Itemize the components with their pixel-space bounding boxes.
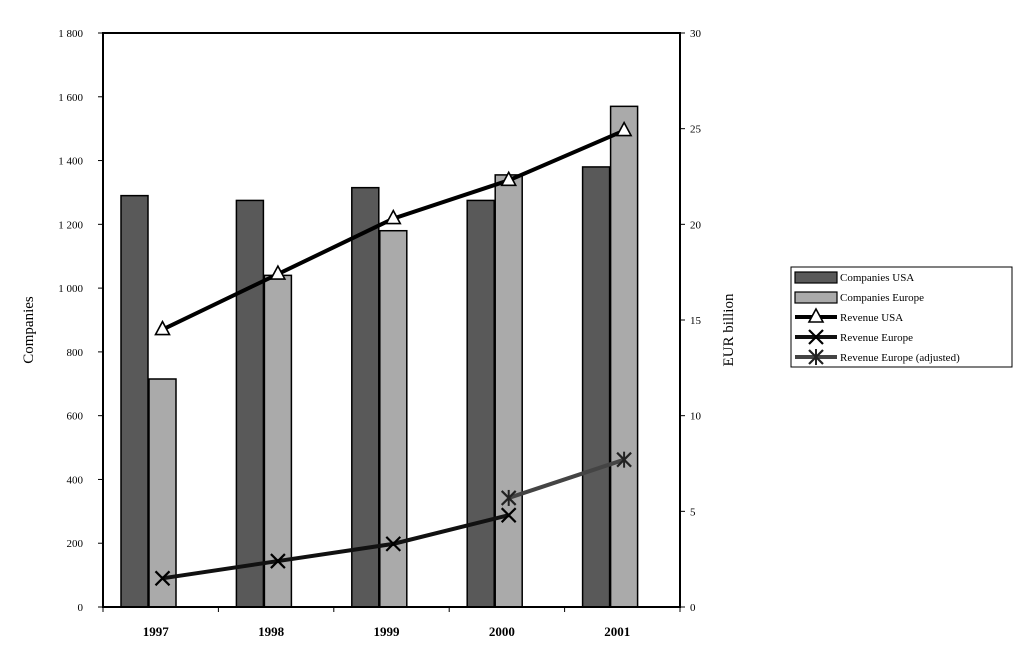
- legend-swatch-companies-usa: [794, 271, 838, 284]
- legend-marker-revenue-usa: [807, 307, 825, 323]
- bar-companies-europe-1999: [379, 229, 408, 608]
- point-revenue-europe-adjusted--2001: [616, 451, 632, 468]
- bar-companies-usa-2001: [581, 166, 611, 608]
- y2-axis-title: EUR billion: [721, 293, 737, 366]
- bar-companies-usa-2000: [466, 199, 495, 608]
- y2-tick-label: 10: [690, 411, 702, 423]
- point-revenue-europe-2000: [500, 507, 517, 523]
- point-revenue-europe-1999: [385, 536, 402, 552]
- y-tick-label: 1 000: [58, 283, 83, 295]
- legend-label-revenue-usa: Revenue USA: [840, 312, 903, 324]
- x-tick-label: 1999: [374, 624, 401, 639]
- legend-label-companies-europe: Companies Europe: [840, 292, 924, 304]
- point-revenue-usa-2000: [500, 170, 518, 187]
- y2-tick-label: 20: [690, 219, 702, 231]
- legend-label-revenue-europe-adjusted-: Revenue Europe (adjusted): [840, 352, 960, 364]
- x-axis-ticks: 1997 1998 1999 2000 2001: [102, 607, 681, 639]
- point-revenue-usa-2001: [615, 120, 633, 137]
- y-tick-label: 600: [67, 411, 84, 423]
- bar-companies-europe-2001: [609, 105, 639, 608]
- point-revenue-usa-1999: [384, 208, 402, 225]
- bar-companies-europe-1997: [148, 378, 177, 608]
- y-tick-label: 400: [67, 474, 84, 486]
- y-tick-label: 200: [67, 538, 84, 550]
- point-revenue-usa-1998: [269, 264, 287, 280]
- bar-companies-europe-1998: [263, 274, 293, 608]
- legend-marker-revenue-europe-adjusted-: [808, 349, 824, 365]
- y-tick-label: 1 800: [58, 28, 83, 40]
- legend-label-companies-usa: Companies USA: [840, 272, 914, 284]
- x-tick-label: 2001: [604, 624, 630, 639]
- x-tick-label: 1998: [258, 624, 285, 639]
- y-tick-label: 0: [78, 602, 84, 614]
- y2-tick-label: 0: [690, 602, 696, 614]
- bars-layer: [120, 105, 639, 608]
- point-revenue-europe-adjusted--2000: [500, 489, 517, 506]
- legend: Companies USA Companies Europe Revenue USA…: [790, 266, 1013, 368]
- bar-companies-usa-1997: [120, 194, 149, 608]
- y-tick-label: 800: [67, 347, 84, 359]
- y-tick-label: 1 200: [58, 219, 83, 231]
- legend-label-revenue-europe: Revenue Europe: [840, 332, 913, 344]
- lines-layer: [154, 120, 633, 587]
- y2-tick-label: 30: [690, 28, 702, 40]
- y-tick-label: 1 600: [58, 92, 83, 104]
- bar-companies-europe-2000: [494, 174, 523, 608]
- x-tick-label: 1997: [143, 624, 170, 639]
- point-revenue-europe-1997: [154, 570, 171, 587]
- legend-marker-revenue-europe: [808, 329, 824, 345]
- bar-companies-usa-1998: [235, 199, 265, 608]
- y2-tick-label: 15: [690, 315, 702, 327]
- y-tick-label: 1 400: [58, 156, 83, 168]
- right-axis-ticks: 0 5 10 15 20 25 30: [680, 28, 702, 614]
- bar-companies-usa-1999: [351, 186, 380, 608]
- x-tick-label: 2000: [489, 624, 515, 639]
- legend-swatch-companies-europe: [794, 291, 838, 304]
- point-revenue-usa-1997: [154, 319, 171, 336]
- y2-tick-label: 5: [690, 506, 696, 518]
- line-revenue-europe: [162, 513, 510, 581]
- y2-tick-label: 25: [690, 124, 702, 136]
- line-revenue-europe-adjusted-: [508, 457, 625, 500]
- left-axis-ticks: 0 200 400 600 800 1 000 1 200 1 400 1 600 1 800: [58, 28, 103, 614]
- y-axis-title: Companies: [21, 296, 37, 364]
- point-revenue-europe-1998: [270, 553, 286, 569]
